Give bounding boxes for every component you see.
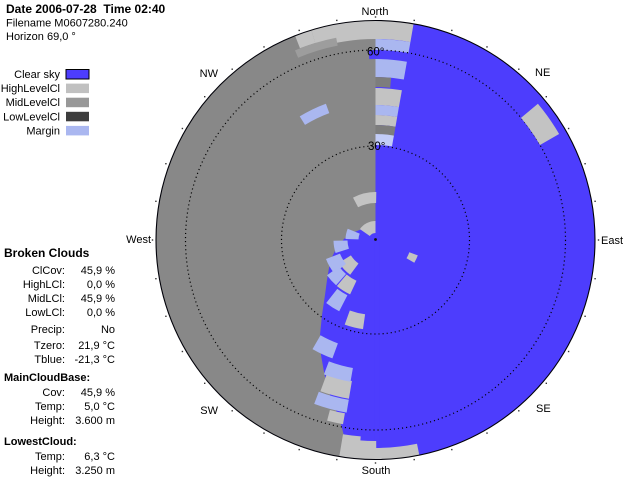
svg-text:ClCov:: ClCov: (32, 265, 65, 277)
svg-text:-21,3 °C: -21,3 °C (75, 354, 116, 366)
svg-text:South: South (362, 465, 391, 477)
svg-text:SE: SE (536, 403, 551, 415)
svg-text:NW: NW (200, 68, 219, 80)
svg-text:3.600 m: 3.600 m (75, 415, 115, 427)
svg-text:Date 2006-07-28 Time 02:40: Date 2006-07-28 Time 02:40 (6, 2, 166, 16)
svg-text:45,9 %: 45,9 % (81, 293, 115, 305)
svg-text:30°: 30° (368, 141, 385, 153)
svg-text:East: East (601, 235, 623, 247)
svg-text:No: No (101, 324, 115, 336)
svg-text:3.250 m: 3.250 m (75, 465, 115, 477)
svg-text:Filename M0607280.240: Filename M0607280.240 (6, 18, 128, 30)
svg-text:Cov:: Cov: (42, 387, 65, 399)
svg-text:45,9 %: 45,9 % (81, 265, 115, 277)
svg-text:45,9 %: 45,9 % (81, 387, 115, 399)
svg-text:NE: NE (535, 67, 550, 79)
svg-text:Broken Clouds: Broken Clouds (4, 246, 90, 260)
svg-text:Temp:: Temp: (35, 451, 65, 463)
svg-text:LowLCl:: LowLCl: (25, 307, 65, 319)
svg-text:LowLevelCl: LowLevelCl (3, 111, 60, 123)
svg-text:MidLCl:: MidLCl: (28, 293, 65, 305)
svg-text:Clear sky: Clear sky (14, 69, 60, 81)
svg-text:Precip:: Precip: (31, 324, 65, 336)
svg-text:North: North (362, 6, 389, 18)
svg-text:LowestCloud:: LowestCloud: (4, 436, 77, 448)
svg-text:Tblue:: Tblue: (34, 354, 65, 366)
svg-text:West: West (126, 234, 151, 246)
svg-text:60°: 60° (367, 47, 384, 59)
svg-text:Temp:: Temp: (35, 401, 65, 413)
svg-text:Margin: Margin (26, 125, 60, 137)
svg-text:21,9 °C: 21,9 °C (78, 340, 115, 352)
svg-text:MidLevelCl: MidLevelCl (6, 97, 60, 109)
svg-text:5,0 °C: 5,0 °C (84, 401, 115, 413)
svg-text:Height:: Height: (30, 415, 65, 427)
svg-text:SW: SW (200, 405, 218, 417)
svg-text:Height:: Height: (30, 465, 65, 477)
svg-text:Horizon 69,0 °: Horizon 69,0 ° (6, 31, 76, 43)
svg-text:HighLCl:: HighLCl: (23, 279, 65, 291)
svg-text:6,3 °C: 6,3 °C (84, 451, 115, 463)
svg-text:0,0 %: 0,0 % (87, 307, 115, 319)
svg-text:MainCloudBase:: MainCloudBase: (4, 372, 90, 384)
svg-text:0,0 %: 0,0 % (87, 279, 115, 291)
svg-text:HighLevelCl: HighLevelCl (1, 83, 60, 95)
svg-text:Tzero:: Tzero: (34, 340, 65, 352)
